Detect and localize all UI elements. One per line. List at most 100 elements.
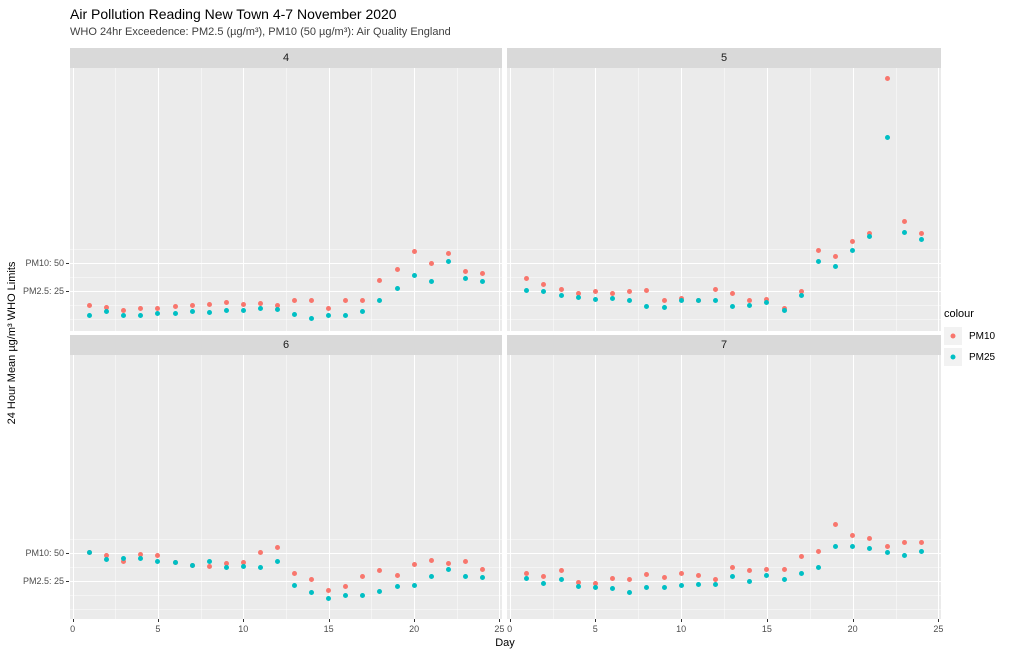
data-point-pm25 [575,583,581,589]
gridline-minor-v [286,68,287,331]
data-point-pm10 [479,566,485,572]
y-tick-mark [66,553,69,554]
data-point-pm25 [394,285,400,291]
x-tick-mark [328,619,330,622]
data-point-pm25 [884,550,890,556]
data-point-pm25 [343,313,349,319]
data-point-pm10 [541,281,547,287]
gridline-major-v [243,68,245,331]
facet-strip-5: 5 [507,48,941,68]
gridline-major-v [157,355,159,619]
x-tick-label: 15 [323,624,334,634]
data-point-pm25 [901,552,907,558]
data-point-pm25 [411,272,417,278]
data-point-pm25 [240,563,246,569]
gridline-major-h [507,553,941,554]
gridline-major-h [70,263,502,264]
data-point-pm10 [747,297,753,303]
data-point-pm10 [764,567,770,573]
gridline-minor-v [895,68,897,331]
x-tick-mark [595,619,597,622]
data-point-pm10 [428,557,434,563]
data-point-pm25 [189,562,195,568]
data-point-pm25 [712,581,718,587]
y-tick-mark [66,263,69,264]
x-tick-label: 10 [238,624,249,634]
gridline-minor-h [70,609,502,610]
data-point-pm10 [815,248,821,254]
data-point-pm25 [479,575,485,581]
data-point-pm25 [87,549,93,555]
gridline-major-v [681,68,683,331]
gridline-major-v [414,68,416,331]
gridline-major-v [157,68,159,331]
facet-strip-7: 7 [507,335,941,355]
data-point-pm25 [206,310,212,316]
data-point-pm10 [695,572,701,578]
gridline-major-v [852,355,854,619]
x-tick-label: 0 [507,624,513,634]
data-point-pm10 [627,288,633,294]
data-point-pm25 [394,583,400,589]
data-point-pm25 [575,294,581,300]
data-point-pm10 [104,305,110,311]
data-point-pm10 [610,575,615,581]
x-tick-label: 5 [155,624,161,634]
data-point-pm25 [867,545,873,551]
y-tick-label-pm25-top: PM2.5: 25 [22,286,64,296]
data-point-pm25 [850,247,856,253]
data-point-pm25 [747,303,753,309]
gridline-minor-v [724,355,725,619]
gridline-minor-h [70,277,502,278]
data-point-pm25 [223,564,229,570]
gridline-major-v [243,355,245,619]
legend-item-label: PM10 [969,330,996,342]
gridline-minor-v [371,68,373,331]
data-point-pm25 [206,558,212,564]
gridline-major-h [507,581,941,582]
data-point-pm25 [189,308,195,314]
data-point-pm10 [377,567,383,573]
gridline-minor-v [638,355,640,619]
x-tick-mark [509,619,511,622]
data-point-pm25 [678,583,684,589]
data-point-pm25 [901,229,907,235]
data-point-pm25 [884,135,890,141]
data-point-pm25 [104,556,110,562]
data-point-pm25 [257,564,263,570]
x-tick-label: 5 [592,624,598,634]
y-tick-label-pm25-bottom: PM2.5: 25 [22,576,64,586]
data-point-pm10 [575,579,581,585]
data-point-pm10 [360,298,366,304]
gridline-major-v [938,68,940,331]
data-point-pm25 [610,295,615,301]
gridline-minor-v [724,68,725,331]
data-point-pm25 [326,313,332,319]
gridline-minor-v [895,355,897,619]
data-point-pm25 [610,586,615,592]
data-point-pm10 [661,297,667,303]
facet-panel-5 [507,68,941,331]
data-point-pm10 [558,567,564,573]
gridline-minor-h [70,567,502,568]
data-point-pm10 [712,286,718,292]
data-point-pm25 [833,544,838,550]
data-point-pm25 [798,571,804,577]
data-point-pm10 [411,561,417,567]
data-point-pm10 [867,535,873,541]
data-point-pm25 [918,548,924,554]
data-point-pm25 [343,592,349,598]
gridline-minor-h [70,305,502,306]
gridline-minor-h [507,319,941,320]
data-point-pm25 [558,293,564,299]
data-point-pm25 [479,279,485,285]
data-point-pm10 [394,267,400,273]
data-point-pm10 [121,308,127,314]
gridline-minor-v [200,68,202,331]
data-point-pm10 [524,275,530,281]
data-point-pm10 [189,303,195,309]
y-axis-title: 24 Hour Mean µg/m³ WHO Limits [6,261,18,425]
data-point-pm10 [884,75,890,81]
data-point-pm10 [610,291,615,297]
data-point-pm10 [394,572,400,578]
